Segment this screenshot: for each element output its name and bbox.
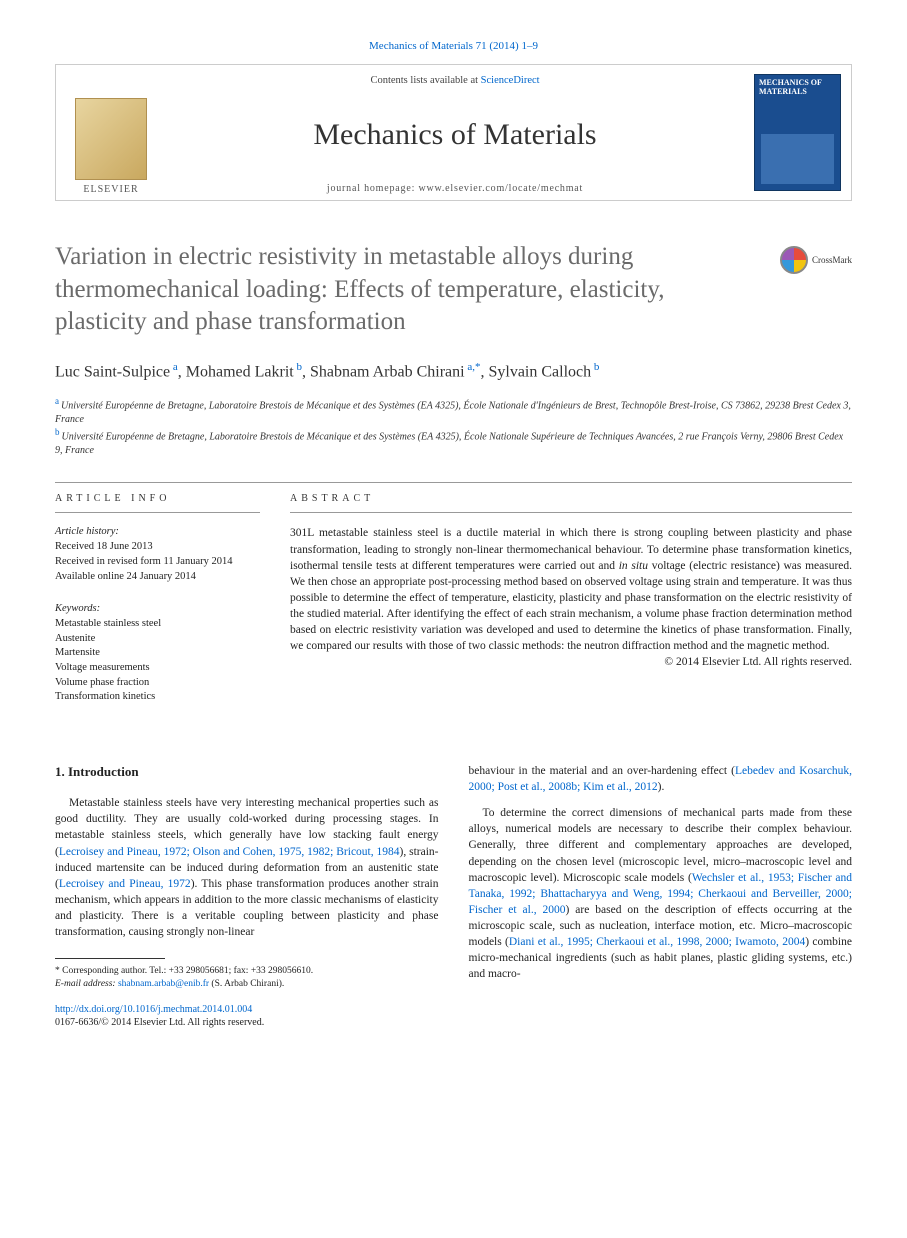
keyword: Austenite xyxy=(55,632,260,647)
authors-line: Luc Saint-Sulpice a, Mohamed Lakrit b, S… xyxy=(55,361,852,381)
body-column-right: behaviour in the material and an over-ha… xyxy=(469,763,853,1030)
author-name[interactable]: Mohamed Lakrit xyxy=(186,363,294,380)
abstract-text: 301L metastable stainless steel is a duc… xyxy=(290,525,852,654)
author-affil-sup: a xyxy=(170,361,178,373)
author-name[interactable]: Sylvain Calloch xyxy=(488,363,591,380)
contents-prefix: Contents lists available at xyxy=(370,75,480,86)
info-abstract-row: ARTICLE INFO Article history: Received 1… xyxy=(55,482,852,723)
keywords-heading: Keywords: xyxy=(55,602,260,617)
cover-block: MECHANICS OF MATERIALS xyxy=(744,65,851,200)
affiliation-line: bUniversité Européenne de Bretagne, Labo… xyxy=(55,426,852,457)
title-block: Variation in electric resistivity in met… xyxy=(55,241,852,339)
contents-line: Contents lists available at ScienceDirec… xyxy=(176,75,734,86)
paragraph: behaviour in the material and an over-ha… xyxy=(469,763,853,795)
affiliations: aUniversité Européenne de Bretagne, Labo… xyxy=(55,395,852,458)
history-line: Received 18 June 2013 xyxy=(55,540,260,555)
keyword: Transformation kinetics xyxy=(55,690,260,705)
paragraph: To determine the correct dimensions of m… xyxy=(469,805,853,982)
article-info-label: ARTICLE INFO xyxy=(55,483,260,513)
corresponding-author: * Corresponding author. Tel.: +33 298056… xyxy=(55,965,439,978)
author-affil-sup: b xyxy=(294,361,302,373)
masthead-center: Contents lists available at ScienceDirec… xyxy=(166,65,744,200)
crossmark-widget[interactable]: CrossMark xyxy=(780,246,852,274)
history-heading: Article history: xyxy=(55,525,260,540)
footnotes: * Corresponding author. Tel.: +33 298056… xyxy=(55,965,439,991)
keyword: Voltage measurements xyxy=(55,661,260,676)
article-title: Variation in electric resistivity in met… xyxy=(55,241,760,339)
author-affil-sup: b xyxy=(591,361,599,373)
abstract-label: ABSTRACT xyxy=(290,483,852,513)
publisher-name: ELSEVIER xyxy=(83,184,138,195)
article-history: Article history: Received 18 June 2013Re… xyxy=(55,525,260,584)
history-line: Received in revised form 11 January 2014 xyxy=(55,555,260,570)
crossmark-icon xyxy=(780,246,808,274)
homepage-prefix: journal homepage: xyxy=(327,183,419,194)
homepage-url[interactable]: www.elsevier.com/locate/mechmat xyxy=(418,183,583,194)
sciencedirect-link[interactable]: ScienceDirect xyxy=(481,75,540,86)
publisher-block: ELSEVIER xyxy=(56,65,166,200)
journal-name: Mechanics of Materials xyxy=(176,118,734,152)
masthead: ELSEVIER Contents lists available at Sci… xyxy=(55,64,852,201)
citation-link[interactable]: Diani et al., 1995; Cherkaoui et al., 19… xyxy=(509,936,805,948)
keyword: Martensite xyxy=(55,646,260,661)
section-heading-intro: 1. Introduction xyxy=(55,763,439,781)
keyword: Volume phase fraction xyxy=(55,676,260,691)
author-affil-sup: a,* xyxy=(465,361,481,373)
elsevier-logo-icon xyxy=(75,98,147,180)
cover-image-icon xyxy=(761,134,834,184)
copyright-line: © 2014 Elsevier Ltd. All rights reserved… xyxy=(290,656,852,668)
keyword: Metastable stainless steel xyxy=(55,617,260,632)
email-link[interactable]: shabnam.arbab@enib.fr xyxy=(118,979,209,989)
abstract-column: ABSTRACT 301L metastable stainless steel… xyxy=(290,483,852,723)
footnote-separator xyxy=(55,958,165,959)
email-line: E-mail address: shabnam.arbab@enib.fr (S… xyxy=(55,978,439,991)
author-name[interactable]: Luc Saint-Sulpice xyxy=(55,363,170,380)
affiliation-line: aUniversité Européenne de Bretagne, Labo… xyxy=(55,395,852,426)
issn-line: 0167-6636/© 2014 Elsevier Ltd. All right… xyxy=(55,1017,264,1028)
article-info-column: ARTICLE INFO Article history: Received 1… xyxy=(55,483,260,723)
body-column-left: 1. Introduction Metastable stainless ste… xyxy=(55,763,439,1030)
header-citation: Mechanics of Materials 71 (2014) 1–9 xyxy=(55,40,852,52)
cover-title: MECHANICS OF MATERIALS xyxy=(755,75,840,101)
doi-link[interactable]: http://dx.doi.org/10.1016/j.mechmat.2014… xyxy=(55,1004,252,1015)
author-name[interactable]: Shabnam Arbab Chirani xyxy=(310,363,465,380)
history-line: Available online 24 January 2014 xyxy=(55,570,260,585)
citation-link[interactable]: Lecroisey and Pineau, 1972 xyxy=(59,878,191,890)
doi-block: http://dx.doi.org/10.1016/j.mechmat.2014… xyxy=(55,1003,439,1030)
body-columns: 1. Introduction Metastable stainless ste… xyxy=(55,763,852,1030)
page: Mechanics of Materials 71 (2014) 1–9 ELS… xyxy=(0,0,907,1070)
homepage-line: journal homepage: www.elsevier.com/locat… xyxy=(176,183,734,194)
crossmark-label: CrossMark xyxy=(812,255,852,265)
citation-link[interactable]: Lecroisey and Pineau, 1972; Olson and Co… xyxy=(59,846,400,858)
paragraph: Metastable stainless steels have very in… xyxy=(55,795,439,940)
keywords-block: Keywords: Metastable stainless steelAust… xyxy=(55,602,260,705)
journal-cover-icon: MECHANICS OF MATERIALS xyxy=(754,74,841,191)
